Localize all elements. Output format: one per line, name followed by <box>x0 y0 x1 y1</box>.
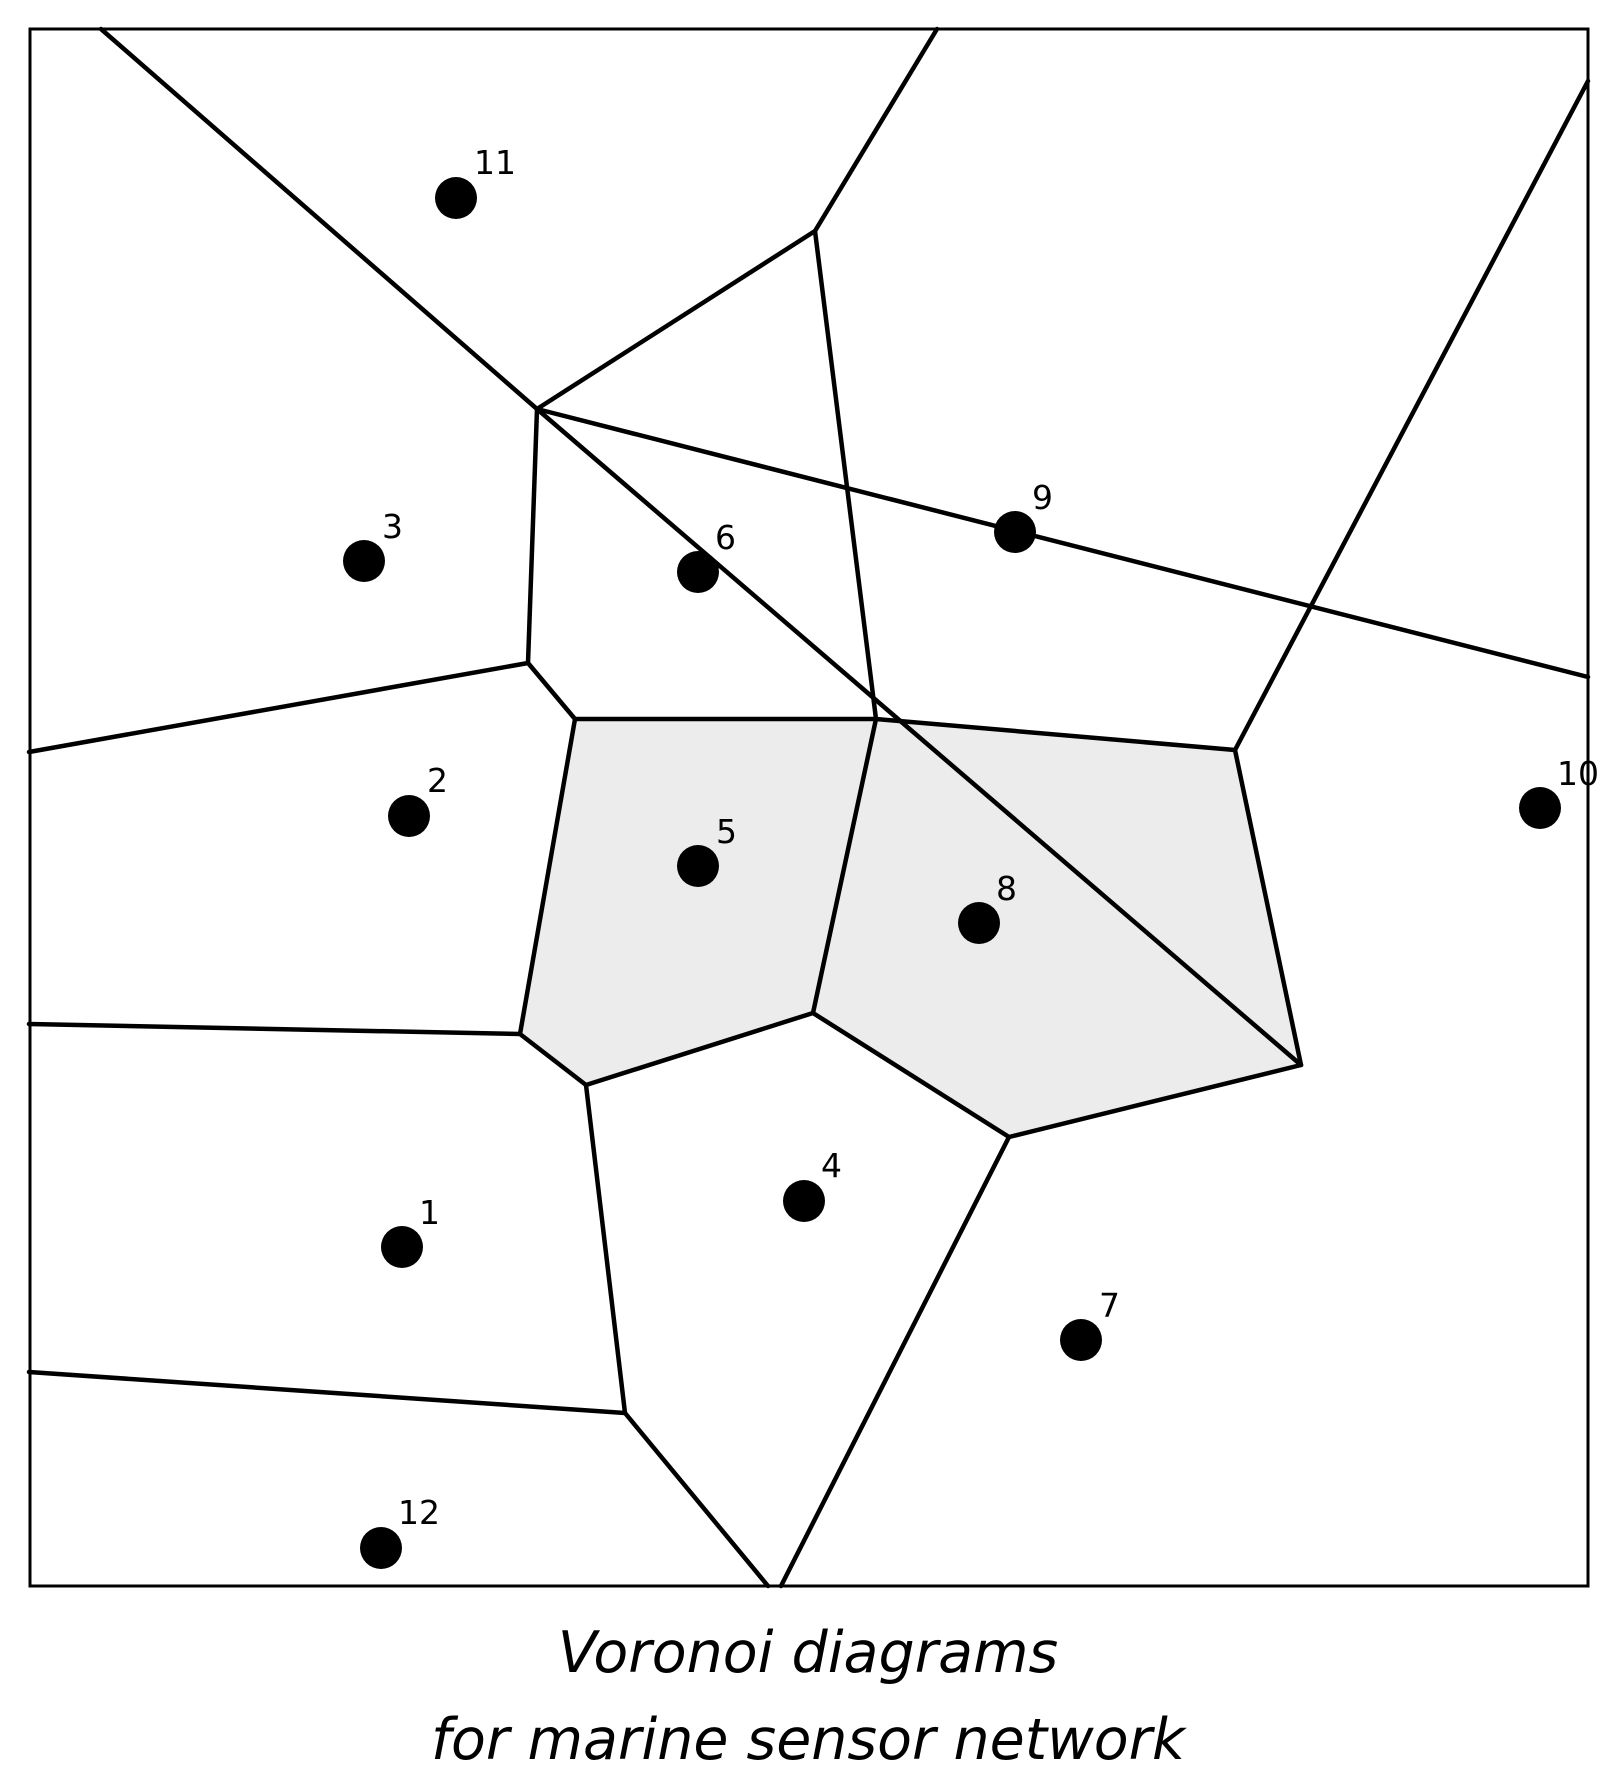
site-label-7: 7 <box>1099 1286 1120 1325</box>
site-label-12: 12 <box>398 1493 440 1532</box>
site-label-10: 10 <box>1557 754 1599 793</box>
voronoi-edges <box>26 26 1591 1589</box>
site-3 <box>343 540 385 582</box>
site-1 <box>381 1226 423 1268</box>
site-8 <box>958 902 1000 944</box>
edge-1-12-boundary <box>26 1369 628 1416</box>
site-4 <box>783 1180 825 1222</box>
caption-line-1: Voronoi diagrams <box>557 1620 1059 1686</box>
edge-2-5-boundary <box>517 716 816 1088</box>
site-10 <box>1519 787 1561 829</box>
site-5 <box>677 845 719 887</box>
site-labels: 1 2 3 4 5 6 7 8 9 10 11 12 <box>382 143 1599 1532</box>
edge-9-boundary <box>534 406 1591 680</box>
cell-5-highlight <box>520 719 876 1085</box>
site-label-4: 4 <box>821 1146 842 1185</box>
site-label-2: 2 <box>427 761 448 800</box>
site-label-8: 8 <box>996 869 1017 908</box>
site-label-9: 9 <box>1032 478 1053 517</box>
edge-3-6-boundary <box>525 406 879 722</box>
diagram-frame <box>28 27 1590 1588</box>
site-label-3: 3 <box>382 507 403 546</box>
edge-2-3-boundary <box>26 660 531 755</box>
voronoi-diagram: 1 2 3 4 5 6 7 8 9 10 11 12 <box>26 26 1599 1589</box>
edge-6-9-boundary <box>812 228 879 722</box>
site-12 <box>360 1527 402 1569</box>
site-9 <box>994 511 1036 553</box>
site-7 <box>1060 1319 1102 1361</box>
site-6 <box>677 551 719 593</box>
site-2 <box>388 795 430 837</box>
edge-1-4-boundary <box>583 1082 771 1589</box>
site-label-11: 11 <box>474 143 516 182</box>
site-label-6: 6 <box>715 518 736 557</box>
edge-upper-wedge <box>534 26 940 412</box>
sites <box>343 177 1561 1569</box>
site-label-5: 5 <box>716 812 737 851</box>
site-label-1: 1 <box>419 1193 440 1232</box>
site-11 <box>435 177 477 219</box>
edge-1-2-boundary <box>26 1021 523 1037</box>
caption-line-2: for marine sensor network <box>430 1707 1186 1773</box>
cell-8-highlight <box>813 719 1301 1137</box>
edge-4-7-boundary <box>778 1134 1012 1589</box>
